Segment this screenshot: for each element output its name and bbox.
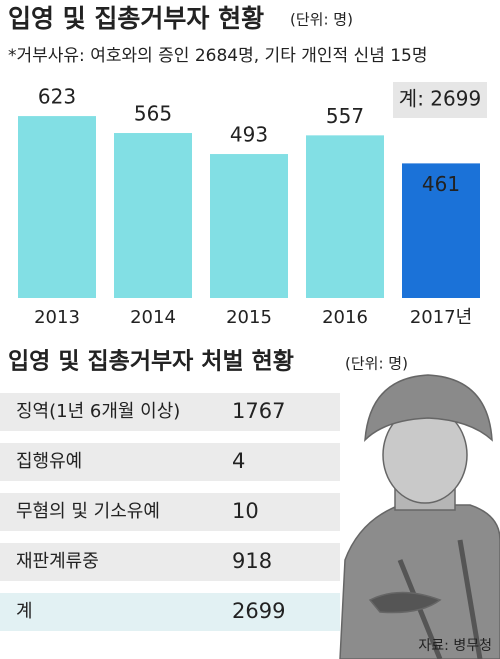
bar — [306, 135, 384, 298]
soldier-helmet — [364, 374, 493, 442]
table-row — [0, 543, 340, 581]
table-unit: (단위: 명) — [345, 355, 408, 373]
table-row — [0, 443, 340, 481]
x-tick-label: 2016 — [322, 307, 368, 328]
row-value: 4 — [232, 449, 245, 473]
x-tick-label: 2013 — [34, 307, 80, 328]
row-value: 10 — [232, 499, 259, 523]
row-label: 재판계류중 — [16, 551, 99, 572]
chart-note: *거부사유: 여호와의 증인 2684명, 기타 개인적 신념 15명 — [8, 46, 428, 66]
bar — [18, 116, 96, 298]
soldier-hands — [368, 591, 442, 614]
table-row — [0, 393, 340, 431]
value-label: 461 — [422, 172, 460, 196]
bar — [210, 154, 288, 298]
row-label: 무혐의 및 기소유예 — [16, 501, 160, 522]
bar — [402, 163, 480, 298]
x-tick-label: 2014 — [130, 307, 176, 328]
row-label: 계 — [16, 601, 33, 622]
value-label: 565 — [134, 102, 172, 126]
value-label: 493 — [230, 123, 268, 147]
x-tick-label: 2017년 — [410, 307, 472, 328]
table-title: 입영 및 집총거부자 처벌 현황 — [8, 349, 294, 375]
source: 자료: 병무청 — [418, 638, 492, 654]
table-row — [0, 593, 340, 631]
row-value: 1767 — [232, 399, 285, 423]
row-value: 918 — [232, 549, 272, 573]
chart-title: 입영 및 집총거부자 현황 — [8, 4, 264, 33]
value-label: 557 — [326, 104, 364, 128]
x-tick-label: 2015 — [226, 307, 272, 328]
row-value: 2699 — [232, 599, 285, 623]
total-box — [393, 82, 487, 118]
row-label: 집행유예 — [16, 451, 82, 472]
table-row — [0, 493, 340, 531]
bar — [114, 133, 192, 298]
value-label: 623 — [38, 85, 76, 109]
soldier-illustration — [339, 374, 500, 659]
row-label: 징역(1년 6개월 이상) — [16, 401, 180, 422]
unit-label: (단위: 명) — [290, 11, 353, 29]
total-label: 계: 2699 — [399, 87, 481, 111]
